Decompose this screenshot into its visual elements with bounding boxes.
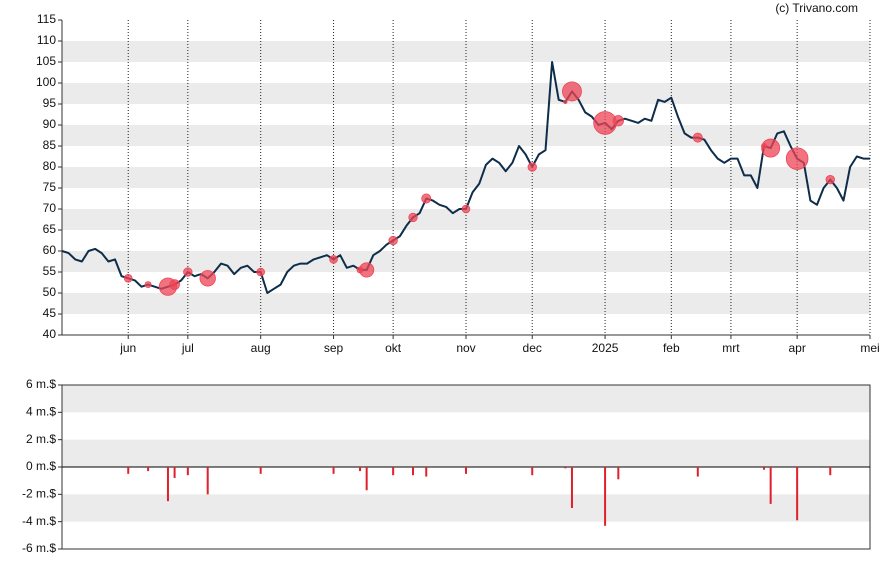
y-tick-label: 80 [43,159,57,173]
bar [829,467,832,476]
x-tick-label: sep [324,341,344,355]
grid-band [62,385,870,413]
bar [186,467,189,476]
bar [604,467,607,526]
transaction-bubble [169,279,180,290]
grid-band [62,41,870,62]
bar [392,467,395,476]
bar [425,467,428,477]
y-tick-label: 90 [43,117,57,131]
grid-band [62,293,870,314]
transaction-bubble [692,132,703,143]
y-tick-label: 115 [37,12,56,26]
bar [465,467,467,474]
y-tick-label: 95 [43,96,57,110]
grid-band [62,209,870,230]
bar [531,467,534,476]
grid-band [62,439,870,467]
y-tick-label: 40 [43,327,57,341]
bar [332,467,335,474]
x-tick-label: jul [181,341,194,355]
y-tick-label: 105 [36,54,56,68]
y-tick-label: 50 [43,285,57,299]
transaction-bubble [785,147,809,170]
transaction-bubble [761,138,781,158]
transaction-bubble [144,281,152,289]
transaction-bubble [461,204,471,214]
bar [769,467,772,504]
x-tick-label: mei [860,341,879,355]
bar [166,467,169,502]
x-tick-label: 2025 [592,341,619,355]
transaction-bubble [562,81,582,102]
bar [359,467,362,472]
bar [617,467,620,480]
bar [127,467,130,474]
y-tick-label: 85 [43,138,57,152]
transaction-bubble [388,235,398,246]
x-tick-label: okt [385,341,402,355]
transaction-bubble [123,274,133,283]
transaction-bubble [527,162,537,172]
transaction-bubble [825,174,835,185]
y-tick-label: 60 [43,243,57,257]
grid-band [62,167,870,188]
bar [570,467,573,508]
transaction-bubble [612,115,624,127]
bar [696,467,699,477]
x-tick-label: jun [119,341,136,355]
x-tick-label: dec [523,341,542,355]
y-tick-label: 4 m.$ [26,405,56,419]
transaction-bubble [256,267,265,277]
x-tick-label: nov [456,341,475,355]
bar [796,467,799,521]
x-tick-label: mrt [722,341,740,355]
y-tick-label: 6 m.$ [26,377,56,391]
y-tick-label: -2 m.$ [22,487,56,501]
bar [365,467,368,491]
bar [147,467,150,472]
bar [564,467,567,469]
transaction-bubble [563,99,568,105]
grid-band [62,125,870,146]
grid-band [62,251,870,272]
y-tick-label: 75 [43,180,57,194]
y-tick-label: 70 [43,201,57,215]
transaction-bubble [593,111,617,135]
transaction-bubble [359,262,375,278]
bar [206,467,209,495]
y-tick-label: -6 m.$ [22,541,56,555]
y-tick-label: 110 [37,33,56,47]
y-tick-label: -4 m.$ [22,514,56,528]
bar [412,467,415,476]
y-tick-label: 0 m.$ [26,459,56,473]
y-tick-label: 55 [43,264,57,278]
x-tick-label: aug [251,341,271,355]
bar [259,467,262,474]
bar [763,467,766,470]
grid-band [62,494,870,522]
transaction-bubble [421,193,432,204]
y-tick-label: 45 [43,306,57,320]
y-tick-label: 65 [43,222,57,236]
bar [173,467,176,478]
credit: (c) Trivano.com [775,1,858,15]
transaction-bubble [408,212,418,223]
y-tick-label: 100 [36,75,56,89]
transaction-bubble [199,270,216,287]
transaction-bubble [183,267,193,277]
x-tick-label: apr [788,341,805,355]
y-tick-label: 2 m.$ [26,432,56,446]
transaction-bubble [329,255,338,264]
x-tick-label: feb [663,341,680,355]
